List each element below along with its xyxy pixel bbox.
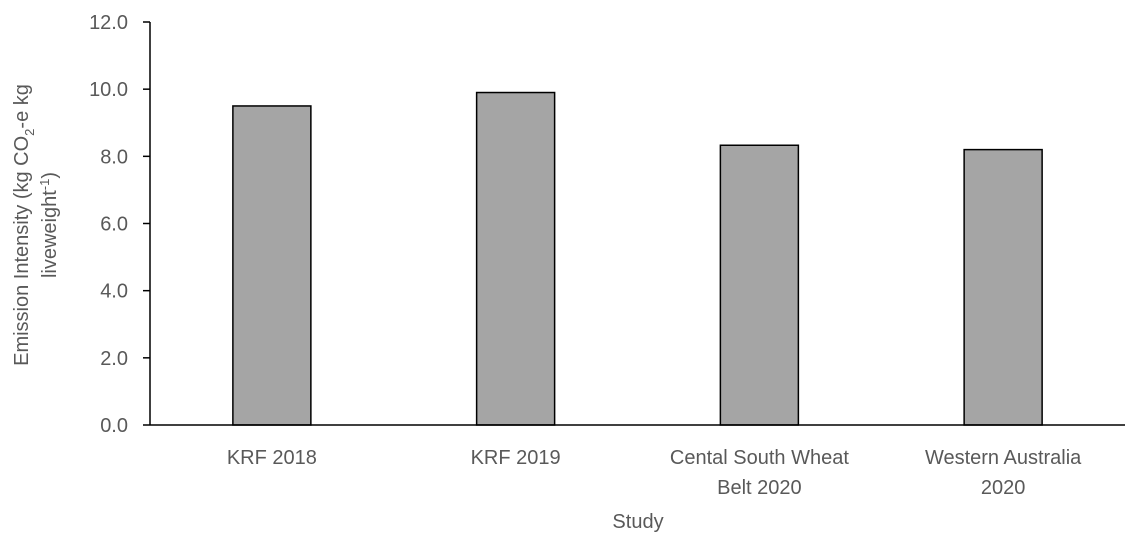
x-category-label: KRF 2018 [227, 447, 317, 469]
y-tick-label: 0.0 [100, 415, 128, 437]
y-tick-label: 2.0 [100, 348, 128, 370]
y-axis-title-line2: liveweight-1) [37, 172, 61, 278]
x-category-label: 2020 [981, 477, 1026, 499]
x-category-label: Western Australia [925, 447, 1082, 469]
y-tick-label: 12.0 [89, 12, 128, 34]
y-tick-label: 8.0 [100, 146, 128, 168]
y-tick-label: 10.0 [89, 79, 128, 101]
y-axis-title-line1-suffix: -e kg [11, 84, 33, 128]
y-tick-label: 4.0 [100, 281, 128, 303]
bars [232, 91, 1043, 426]
x-category-label: Cental South Wheat [670, 447, 849, 469]
y-axis-ticks: 0.0 2.0 4.0 6.0 8.0 10.0 12.0 [89, 12, 150, 437]
bar [963, 148, 1043, 426]
y-axis-title: Emission Intensity (kg CO2-e kg liveweig… [11, 84, 61, 366]
x-axis-labels: KRF 2018 KRF 2019 Cental South Wheat Belt 2… [227, 447, 1082, 499]
x-category-label: KRF 2019 [471, 447, 561, 469]
y-axis-title-line1: Emission Intensity (kg CO2-e kg [11, 84, 37, 366]
y-axis-title-line1-prefix: Emission Intensity (kg CO [11, 136, 33, 366]
bar [475, 91, 556, 426]
y-axis-title-subscript: 2 [22, 129, 37, 136]
bar [232, 105, 312, 426]
x-axis-title: Study [612, 511, 663, 533]
y-axis-title-line2-suffix: ) [39, 172, 61, 179]
bar [719, 144, 800, 426]
y-axis-title-line2-prefix: liveweight [39, 190, 61, 278]
axes [149, 22, 1125, 426]
y-tick-label: 6.0 [100, 214, 128, 236]
y-axis-title-superscript: -1 [37, 179, 52, 191]
x-category-label: Belt 2020 [717, 477, 802, 499]
